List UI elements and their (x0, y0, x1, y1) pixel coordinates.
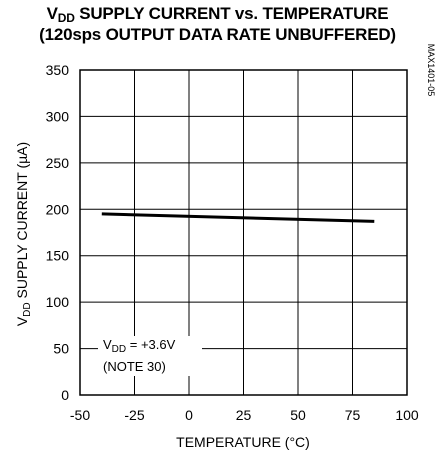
series-group (101, 212, 375, 223)
annotation-line-1: VDD = +3.6V (103, 337, 176, 355)
x-tick-label: 50 (290, 407, 306, 423)
x-tick-label: 75 (345, 407, 361, 423)
x-axis-label: TEMPERATURE (°C) (176, 434, 310, 450)
y-tick-label: 100 (46, 294, 70, 310)
title-v: V (46, 4, 58, 23)
y-tick-label: 150 (46, 248, 70, 264)
figure-id: MAX1401-05 (426, 44, 435, 97)
chart-title-line-2: (120sps OUTPUT DATA RATE UNBUFFERED) (39, 25, 396, 44)
y-tick-label: 250 (46, 155, 70, 171)
annotation-rest: = +3.6V (126, 337, 175, 352)
x-tick-labels: -50 -25 0 25 50 75 100 (70, 407, 419, 423)
annotation-line-2: (NOTE 30) (103, 359, 166, 374)
y-axis-label: VDD SUPPLY CURRENT (µA) (14, 142, 33, 326)
plot-frame (79, 69, 408, 396)
x-tick-label: -50 (70, 407, 90, 423)
title-rest: SUPPLY CURRENT vs. TEMPERATURE (74, 4, 389, 23)
y-tick-label: 300 (46, 108, 70, 124)
chart-title-line-1: VDD SUPPLY CURRENT vs. TEMPERATURE (0, 4, 435, 25)
y-tick-label: 200 (46, 201, 70, 217)
y-tick-label: 350 (46, 62, 70, 78)
x-tick-label: -25 (124, 407, 144, 423)
ylabel-dd-subscript: DD (22, 302, 33, 316)
series-line (101, 212, 375, 223)
x-tick-label: 25 (236, 407, 252, 423)
annotation-dd-subscript: DD (112, 344, 126, 355)
y-tick-label: 50 (53, 341, 69, 357)
grid-lines (80, 70, 407, 395)
y-tick-labels: 0 50 100 150 200 250 300 350 (46, 62, 70, 403)
x-tick-label: 0 (185, 407, 193, 423)
ylabel-rest: SUPPLY CURRENT (µA) (14, 142, 30, 303)
ylabel-v: V (14, 316, 30, 326)
x-tick-label: 100 (395, 407, 419, 423)
title-dd-subscript: DD (57, 11, 75, 25)
annotation-backing (98, 336, 202, 376)
annotation-v: V (103, 337, 112, 352)
y-tick-label: 0 (61, 387, 69, 403)
